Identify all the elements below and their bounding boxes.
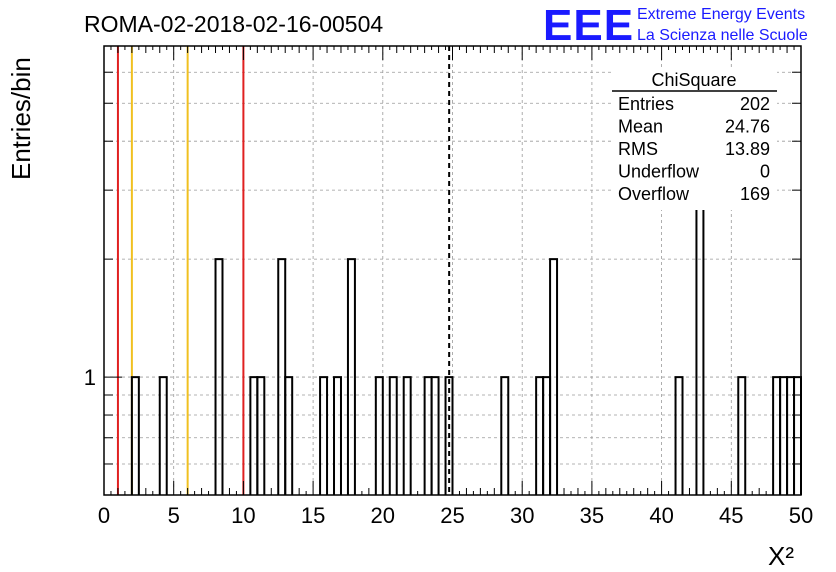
x-tick-label: 15 (301, 503, 325, 528)
histogram-bar (674, 376, 684, 495)
x-tick-label: 5 (168, 503, 180, 528)
stats-value: 13.89 (725, 139, 770, 159)
stats-value: 169 (740, 184, 770, 204)
y-tick-label: 1 (84, 365, 96, 390)
x-tick-label: 30 (510, 503, 534, 528)
histogram-bar (388, 376, 398, 495)
histogram-bar (374, 376, 384, 495)
x-tick-label: 0 (98, 503, 110, 528)
stats-value: 0 (760, 162, 770, 182)
histogram-bar (333, 376, 342, 495)
x-tick-label: 10 (231, 503, 255, 528)
x-tick-label: 25 (440, 503, 464, 528)
chart-title: ROMA-02-2018-02-16-00504 (84, 11, 383, 37)
stats-label: RMS (618, 139, 658, 159)
stats-value: 24.76 (725, 117, 770, 137)
stats-label: Overflow (618, 184, 690, 204)
stats-rows: Entries 202 Mean 24.76 RMS 13.89 Underflow 0 Ove… (618, 94, 770, 204)
y-axis-label: Entries/bin (6, 57, 36, 180)
stats-label: Entries (618, 94, 674, 114)
histogram-bar (158, 376, 168, 495)
logo-mark: EEE (543, 1, 634, 50)
eee-logo: EEE Extreme Energy Events La Scienza nel… (543, 1, 808, 50)
histogram-bar (346, 258, 356, 495)
histogram-bar (284, 376, 294, 495)
x-tick-label: 35 (580, 503, 604, 528)
histogram-bar (402, 376, 412, 495)
stats-label: Underflow (618, 162, 700, 182)
histogram-bar (549, 258, 559, 495)
x-tick-label: 20 (371, 503, 395, 528)
x-tick-label: 50 (789, 503, 813, 528)
histogram-bar (319, 376, 329, 495)
histogram-bar (737, 376, 747, 495)
stats-box: ChiSquare Entries 202 Mean 24.76 RMS 13.89 Und… (612, 68, 777, 210)
stats-label: Mean (618, 117, 663, 137)
stats-value: 202 (740, 94, 770, 114)
histogram-bar (444, 376, 454, 495)
axes: 0 5 10 15 20 25 30 35 40 45 50 1 (84, 45, 813, 528)
histogram-bar (430, 376, 440, 495)
histogram-bar (500, 376, 510, 495)
histogram-bar (130, 376, 140, 495)
logo-line-1: Extreme Energy Events (637, 6, 805, 23)
x-axis-label: X² (768, 541, 794, 571)
x-tick-label: 40 (649, 503, 673, 528)
logo-line-2: La Scienza nelle Scuole (637, 27, 808, 44)
histogram-bar (214, 258, 224, 495)
histogram-bar (256, 376, 266, 495)
x-tick-label: 45 (719, 503, 743, 528)
stats-box-title: ChiSquare (651, 70, 736, 90)
